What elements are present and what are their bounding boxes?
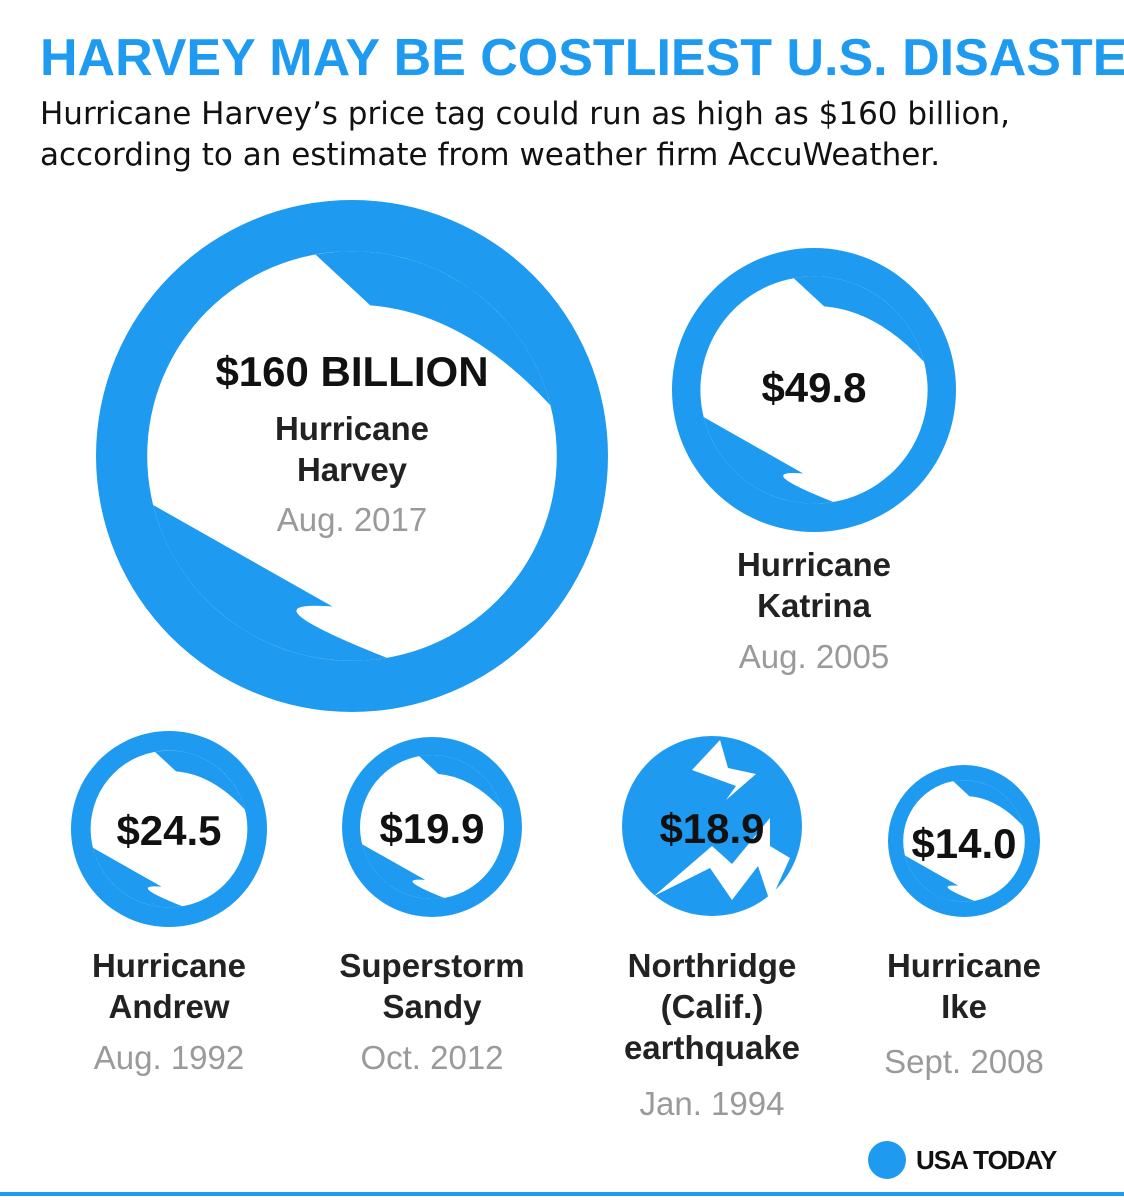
event-name-line: Ike: [941, 988, 987, 1025]
swirl-tail-top: [419, 755, 502, 810]
event-name-line: Andrew: [108, 988, 229, 1025]
event-date: Oct. 2012: [360, 1039, 503, 1076]
usa-today-logo: USA TODAY: [868, 1140, 1057, 1180]
event-name-line: Hurricane: [92, 947, 246, 984]
swirl-tail-top: [953, 780, 1023, 826]
bubble-katrina: $49.8 Hurricane Katrina Aug. 2005: [672, 248, 956, 675]
swirl-tail-bottom: [904, 855, 975, 902]
logo-text: USA TODAY: [916, 1144, 1057, 1175]
value-label: $160 BILLION: [215, 348, 488, 395]
swirl-tail-top: [155, 750, 245, 810]
swirl-tail-top: [315, 251, 551, 406]
bubble-northridge: $18.9 Northridge (Calif.) earthquake Jan. 19…: [622, 736, 802, 1122]
page-subtitle: Hurricane Harvey’s price tag could run a…: [40, 96, 1010, 173]
bubble-harvey: $160 BILLION Hurricane Harvey Aug. 2017: [96, 200, 608, 712]
logo-dot-icon: [868, 1141, 906, 1179]
swirl-tail-bottom: [153, 504, 387, 661]
swirl-tail-top: [793, 276, 925, 362]
event-name-line: Hurricane: [275, 410, 429, 447]
swirl-tail-bottom: [92, 847, 183, 908]
page-title: HARVEY MAY BE COSTLIEST U.S. DISASTER: [40, 29, 1124, 87]
value-label: $49.8: [761, 364, 866, 411]
bubble-sandy: $19.9 Superstorm Sandy Oct. 2012: [339, 737, 525, 1076]
bubble-ike: $14.0 Hurricane Ike Sept. 2008: [884, 765, 1044, 1080]
event-date: Jan. 1994: [640, 1085, 785, 1122]
event-name-line: Katrina: [757, 587, 871, 624]
event-name-line: Northridge: [628, 947, 797, 984]
event-name-line: Superstorm: [339, 947, 524, 984]
value-label: $14.0: [911, 820, 1016, 867]
bubble-andrew: $24.5 Hurricane Andrew Aug. 1992: [70, 730, 267, 1076]
swirl-tail-bottom: [362, 844, 445, 900]
event-name-line: (Calif.): [661, 988, 764, 1025]
bottom-rule: [0, 1192, 1124, 1196]
value-label: $19.9: [379, 805, 484, 852]
event-name-line: earthquake: [624, 1029, 800, 1066]
swirl-tail-bottom: [703, 417, 834, 504]
lightning-bolt-upper: [692, 740, 756, 800]
event-name-line: Hurricane: [887, 947, 1041, 984]
event-date: Aug. 1992: [94, 1039, 244, 1076]
value-label: $24.5: [116, 807, 221, 854]
event-date: Aug. 2017: [277, 501, 427, 538]
event-name-line: Harvey: [297, 451, 408, 488]
event-date: Aug. 2005: [739, 638, 889, 675]
quake-disc: [622, 736, 802, 916]
event-date: Sept. 2008: [884, 1043, 1044, 1080]
event-name-line: Hurricane: [737, 546, 891, 583]
lightning-bolt-lower: [654, 818, 790, 902]
value-label: $18.9: [659, 805, 764, 852]
event-name-line: Sandy: [382, 988, 482, 1025]
